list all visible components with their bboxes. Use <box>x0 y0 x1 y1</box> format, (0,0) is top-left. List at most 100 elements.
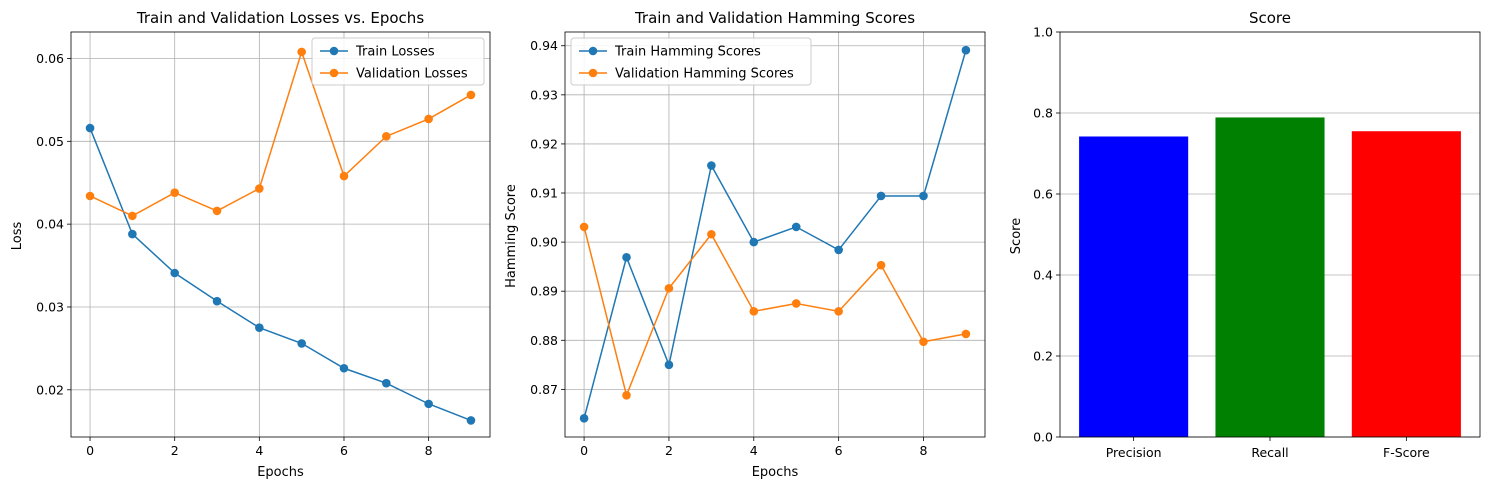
x-tick-label: 8 <box>425 443 433 458</box>
x-tick-label: 0 <box>86 443 94 458</box>
y-axis-label: Hamming Score <box>504 184 519 288</box>
y-tick-label: 0.91 <box>530 186 558 201</box>
plot-marks <box>1079 117 1461 438</box>
y-tick-label: 0.05 <box>36 134 64 149</box>
y-tick-label: 0.8 <box>1033 106 1053 121</box>
legend-label: Train Hamming Scores <box>614 45 761 60</box>
y-tick-label: 0.89 <box>530 284 558 299</box>
series-train <box>85 123 476 425</box>
data-point <box>382 378 391 388</box>
series-train <box>579 45 971 423</box>
y-tick-label: 0.94 <box>530 38 558 53</box>
plot-marks <box>579 45 971 423</box>
data-point <box>170 268 179 278</box>
y-tick-label: 0.6 <box>1033 187 1053 202</box>
x-axis-label: Epochs <box>257 465 304 480</box>
grid-lines <box>71 32 490 437</box>
data-point <box>961 45 971 55</box>
hamming-scores-chart: Train and Validation Hamming Scores Epoc… <box>504 9 986 480</box>
x-tick-label: 4 <box>255 443 263 458</box>
data-point <box>579 414 589 423</box>
data-point <box>85 191 95 201</box>
legend-box <box>570 37 812 86</box>
y-tick-label: 0.04 <box>36 217 64 232</box>
y-tick-label: 0.2 <box>1033 349 1053 364</box>
data-point <box>128 211 137 221</box>
data-point <box>622 390 631 400</box>
data-point <box>339 363 349 373</box>
axes: 0 2 4 6 8 0.87 0.88 0.89 0.90 0.91 0.92 0.93 0.94 <box>530 31 986 458</box>
y-tick-label: 0.92 <box>530 136 558 151</box>
data-point <box>85 123 95 133</box>
axes-frame <box>564 31 986 438</box>
data-point <box>707 229 716 239</box>
data-point <box>382 132 391 141</box>
series-line <box>89 49 472 217</box>
data-point <box>170 188 179 197</box>
y-tick-label: 0.93 <box>530 87 558 102</box>
grid-lines <box>565 32 985 437</box>
y-tick-label: 0.88 <box>530 333 558 348</box>
bar-precision <box>1079 136 1189 438</box>
legend-swatch-marker <box>329 68 339 78</box>
data-point <box>664 283 674 293</box>
data-point <box>339 171 349 181</box>
legend-swatch-marker <box>588 68 598 78</box>
data-point <box>424 114 433 124</box>
data-point <box>834 245 843 255</box>
data-point <box>749 307 759 316</box>
data-point <box>919 337 928 347</box>
chart-title: Train and Validation Hamming Scores <box>634 9 915 27</box>
data-point <box>424 399 433 409</box>
series-validation <box>85 47 476 221</box>
x-tick-label: 6 <box>835 443 843 458</box>
axes: 0.0 0.2 0.4 0.6 0.8 1.0 Precision Recall F-Score <box>1033 25 1481 460</box>
x-tick-label: 2 <box>665 443 673 458</box>
y-axis-label: Score <box>1009 218 1024 254</box>
data-point <box>466 90 476 100</box>
legend: Train Hamming Scores Validation Hamming S… <box>570 37 812 86</box>
bar-recall <box>1215 117 1325 437</box>
chart-title: Train and Validation Losses vs. Epochs <box>136 9 424 27</box>
axes-frame <box>70 31 491 438</box>
data-point <box>876 191 886 201</box>
data-point <box>919 191 928 201</box>
legend: Train Losses Validation Losses <box>311 37 485 86</box>
y-tick-label: 0.03 <box>36 299 64 314</box>
losses-chart: Train and Validation Losses vs. Epochs E… <box>10 9 491 480</box>
data-point <box>212 296 222 306</box>
x-tick-label: 4 <box>750 443 758 458</box>
data-point <box>749 237 759 247</box>
y-tick-label: 1.0 <box>1033 25 1053 40</box>
bar-f-score <box>1351 131 1461 437</box>
legend-label: Validation Hamming Scores <box>615 67 794 82</box>
score-bar-chart: Score Score 0.0 0.2 0.4 0.6 0.8 1.0 Precision R… <box>1009 9 1481 460</box>
data-point <box>876 260 886 270</box>
y-tick-label: 0.90 <box>530 235 558 250</box>
y-tick-label: 0.02 <box>36 382 64 397</box>
x-axis-label: Epochs <box>752 465 799 480</box>
chart-title: Score <box>1249 9 1291 27</box>
y-tick-label: 0.87 <box>530 382 558 397</box>
series-line <box>583 226 967 398</box>
x-tick-label: F-Score <box>1383 445 1430 460</box>
data-point <box>834 307 843 316</box>
data-point <box>128 229 137 239</box>
axes: 0 2 4 6 8 0.02 0.03 0.04 0.05 0.06 <box>36 31 491 458</box>
series-validation <box>579 222 971 400</box>
x-tick-label: 2 <box>171 443 179 458</box>
y-tick-label: 0.0 <box>1033 430 1053 445</box>
data-point <box>791 222 801 232</box>
legend-label: Validation Losses <box>356 67 468 82</box>
data-point <box>297 339 306 348</box>
data-point <box>255 323 264 332</box>
x-tick-label: 0 <box>580 443 588 458</box>
data-point <box>466 416 476 425</box>
data-point <box>707 161 716 170</box>
y-axis-label: Loss <box>10 222 25 251</box>
data-point <box>664 360 674 370</box>
legend-swatch-marker <box>329 46 339 56</box>
data-point <box>255 184 264 193</box>
data-point <box>297 47 306 57</box>
data-point <box>791 299 801 308</box>
